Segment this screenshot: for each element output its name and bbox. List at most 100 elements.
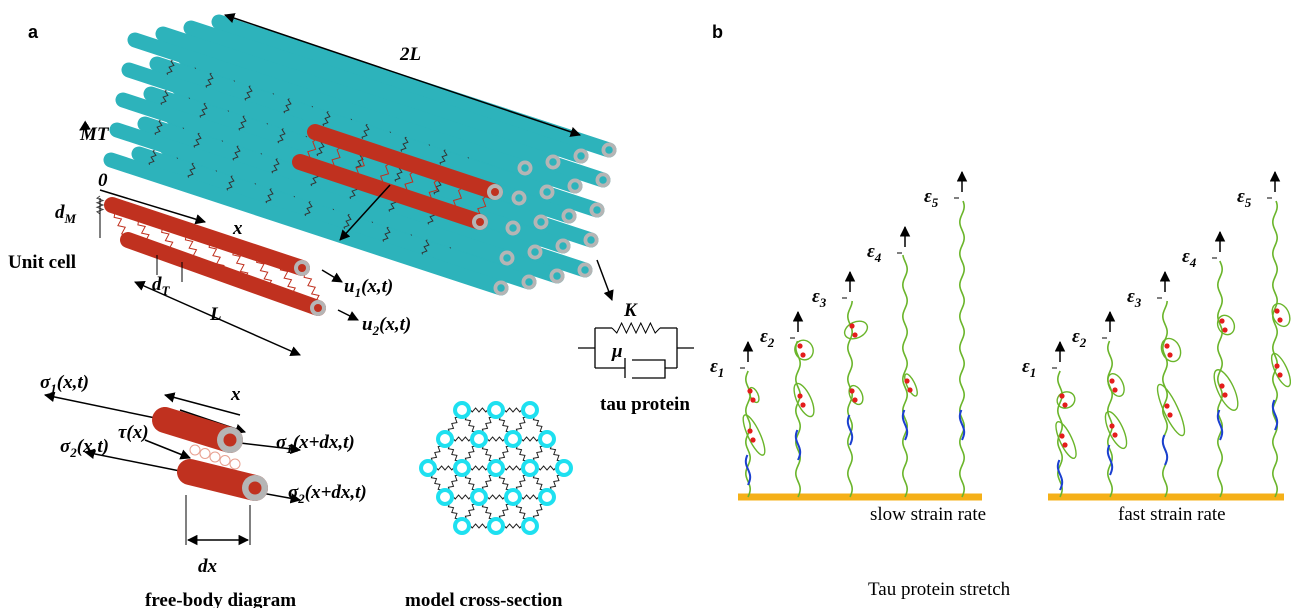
- label: dx: [198, 556, 218, 577]
- tau-site: [1112, 387, 1117, 392]
- strain-symbol: ε: [1182, 246, 1190, 267]
- strain-label: ε5: [1237, 186, 1252, 210]
- drawing: [45, 15, 1291, 545]
- cylinder-core: [605, 146, 613, 154]
- label: dT: [152, 274, 171, 298]
- tau-site: [1062, 442, 1067, 447]
- cylinder-core: [581, 266, 589, 274]
- tau-segment: [1163, 435, 1167, 465]
- cylinder-core: [577, 152, 585, 160]
- label: K: [623, 300, 638, 321]
- cylinder-core: [314, 304, 322, 312]
- tau-site: [1222, 327, 1227, 332]
- strain-index: 4: [874, 250, 882, 265]
- cylinder-core: [515, 194, 523, 202]
- microtubule: [489, 461, 503, 475]
- label: 0: [98, 170, 108, 191]
- tau-site: [1277, 317, 1282, 322]
- cylinder-core: [549, 158, 557, 166]
- tau-site: [1219, 318, 1224, 323]
- microtubule: [523, 461, 537, 475]
- microtubule: [523, 519, 537, 533]
- microtubule: [557, 461, 571, 475]
- tau-site: [747, 428, 752, 433]
- strain-symbol: ε: [1237, 186, 1245, 207]
- label: μ: [611, 341, 623, 362]
- strain-index: 4: [1189, 255, 1197, 270]
- microtubule: [455, 403, 469, 417]
- tau-site: [1109, 378, 1114, 383]
- panel-label: a: [28, 22, 39, 42]
- tau-site: [1222, 392, 1227, 397]
- tau-site: [852, 332, 857, 337]
- tau-site: [1219, 383, 1224, 388]
- cylinder-core: [298, 264, 306, 272]
- label: u2(x,t): [362, 314, 411, 338]
- strain-label: ε2: [1072, 326, 1087, 350]
- strain-label: ε5: [924, 186, 939, 210]
- cylinder-core: [497, 284, 505, 292]
- cylinder-core: [537, 218, 545, 226]
- label: Unit cell: [8, 252, 76, 273]
- strain-label: ε1: [710, 356, 724, 380]
- label: 2L: [399, 44, 421, 65]
- cylinder-core: [476, 218, 484, 226]
- tau-strand: [796, 341, 800, 497]
- microtubule: [421, 461, 435, 475]
- spring: [612, 323, 660, 333]
- tau-loop: [790, 381, 818, 420]
- tau-site: [904, 378, 909, 383]
- microtubule: [489, 519, 503, 533]
- tau-site: [1059, 393, 1064, 398]
- shear-spring: [220, 456, 230, 466]
- tau-site: [1274, 363, 1279, 368]
- caption: free-body diagram: [145, 590, 296, 608]
- strain-symbol: ε: [867, 241, 875, 262]
- spring-dashpot: [578, 328, 694, 378]
- tau-strand: [1163, 301, 1167, 497]
- label: x: [230, 384, 241, 405]
- microtubule: [438, 490, 452, 504]
- strain-symbol: ε: [1022, 356, 1030, 377]
- strain-index: 3: [1134, 295, 1142, 310]
- strain-label: ε3: [812, 286, 827, 310]
- tau-site: [800, 352, 805, 357]
- microtubule: [489, 403, 503, 417]
- cylinder-core: [491, 188, 499, 196]
- arrow: [597, 260, 612, 300]
- tau-site: [750, 437, 755, 442]
- microtubule: [472, 432, 486, 446]
- figure: a 2L MT 0 dM x Unit cell dT u1(x,t) u2(x…: [0, 0, 1291, 608]
- microtubule: [506, 490, 520, 504]
- strain-index: 5: [1245, 195, 1252, 210]
- panel-label: b: [712, 22, 723, 42]
- strain-label: ε1: [1022, 356, 1036, 380]
- tau-site: [797, 393, 802, 398]
- cylinder-core: [559, 242, 567, 250]
- shear-spring: [210, 452, 220, 462]
- label: dM: [55, 202, 77, 226]
- dim: [186, 495, 250, 545]
- tau-site: [1112, 432, 1117, 437]
- strain-label: ε4: [1182, 246, 1197, 270]
- strain-label: ε3: [1127, 286, 1142, 310]
- label: σ2(x,t): [60, 436, 109, 460]
- caption: model cross-section: [405, 590, 563, 608]
- strain-symbol: ε: [812, 286, 820, 307]
- label: σ1(x,t): [40, 372, 89, 396]
- cylinder-core: [587, 236, 595, 244]
- label: MT: [79, 124, 110, 145]
- strain-symbol: ε: [924, 186, 932, 207]
- caption: fast strain rate: [1118, 504, 1226, 525]
- tau-loop: [1269, 301, 1291, 330]
- tau-site: [747, 388, 752, 393]
- cylinder-core: [571, 182, 579, 190]
- strain-label: ε2: [760, 326, 775, 350]
- tau-loop: [1153, 382, 1189, 439]
- tau-site: [1059, 433, 1064, 438]
- tau-site: [800, 402, 805, 407]
- cylinder-core: [249, 482, 262, 495]
- tau-site: [1164, 343, 1169, 348]
- tau-loop: [1209, 367, 1242, 414]
- tau-strand: [960, 201, 964, 497]
